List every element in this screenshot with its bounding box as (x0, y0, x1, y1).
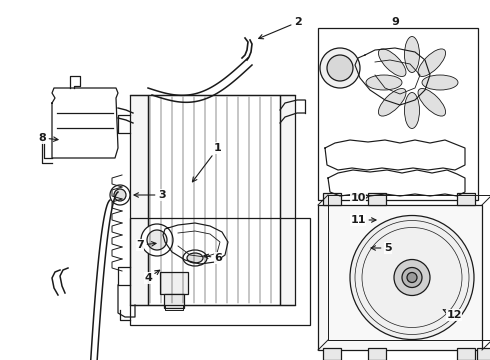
Text: 10: 10 (350, 193, 369, 203)
Bar (477, 348, 490, 360)
Bar (160, 272, 188, 294)
Circle shape (110, 185, 130, 205)
Ellipse shape (378, 89, 406, 116)
Bar (323, 193, 341, 205)
Text: 12: 12 (443, 310, 462, 320)
Text: 3: 3 (134, 190, 166, 200)
Bar (280, 95, 295, 305)
Text: 9: 9 (391, 17, 399, 27)
Circle shape (147, 230, 167, 250)
Text: 8: 8 (38, 133, 58, 143)
Circle shape (394, 260, 430, 296)
Text: 2: 2 (259, 17, 302, 39)
Text: 7: 7 (136, 240, 156, 250)
Ellipse shape (418, 89, 445, 116)
Bar (130, 95, 148, 305)
Bar (318, 205, 482, 350)
Text: 4: 4 (144, 270, 160, 283)
Ellipse shape (378, 49, 406, 76)
Circle shape (114, 189, 126, 201)
Bar (130, 218, 310, 325)
Ellipse shape (405, 93, 419, 129)
Ellipse shape (422, 75, 458, 90)
Circle shape (141, 224, 173, 256)
Text: 6: 6 (204, 253, 222, 263)
Ellipse shape (418, 49, 445, 76)
Text: 5: 5 (371, 243, 392, 253)
Circle shape (402, 267, 422, 288)
Circle shape (350, 216, 474, 339)
Bar (368, 193, 386, 205)
Ellipse shape (183, 250, 207, 266)
Ellipse shape (187, 253, 203, 263)
Text: 1: 1 (193, 143, 222, 182)
Ellipse shape (366, 75, 402, 90)
Circle shape (407, 273, 417, 283)
Bar (457, 193, 475, 205)
Bar (323, 348, 341, 360)
Bar (148, 95, 280, 305)
Bar (368, 348, 386, 360)
Bar (164, 294, 184, 308)
Bar (318, 28, 478, 200)
Ellipse shape (405, 36, 419, 72)
Text: 11: 11 (350, 215, 376, 225)
Circle shape (320, 48, 360, 88)
Circle shape (327, 55, 353, 81)
Bar (457, 348, 475, 360)
